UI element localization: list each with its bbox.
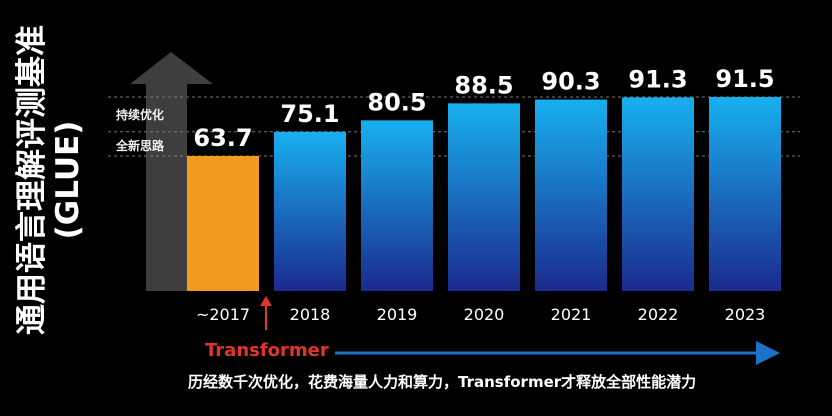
- bars: [187, 97, 781, 292]
- x-tick-label: 2019: [377, 305, 418, 324]
- value-label: 90.3: [541, 68, 600, 96]
- value-label: 91.5: [715, 65, 774, 93]
- bar-2022: [622, 97, 694, 291]
- bar-2019: [361, 120, 433, 291]
- y-axis-title-main: 通用语言理解评测基准: [14, 25, 50, 335]
- value-labels: 63.7 75.1 80.5 88.5 90.3 91.3 91.5: [193, 65, 774, 152]
- x-tick-label: 2021: [551, 305, 592, 324]
- y-axis-title: 通用语言理解评测基准 (GLUE): [14, 25, 86, 335]
- band-label-upper: 持续优化: [116, 108, 165, 122]
- x-tick-label: 2020: [464, 305, 505, 324]
- bar-2020: [448, 103, 520, 291]
- growth-arrow-icon: [130, 52, 213, 291]
- value-label: 80.5: [367, 88, 426, 116]
- x-tick-labels: ~2017 2018 2019 2020 2021 2022 2023: [196, 305, 765, 324]
- y-axis-title-sub: (GLUE): [50, 120, 86, 240]
- bar-2021: [535, 99, 607, 292]
- caption: 历经数千次优化，花费海量人力和算力，Transformer才释放全部性能潜力: [188, 373, 697, 391]
- value-label: 63.7: [193, 124, 252, 152]
- x-tick-label: ~2017: [196, 305, 250, 324]
- value-label: 91.3: [628, 65, 687, 93]
- x-tick-label: 2023: [725, 305, 766, 324]
- value-label: 75.1: [280, 100, 339, 128]
- transformer-marker-arrowhead-icon: [260, 296, 272, 306]
- x-tick-label: 2022: [638, 305, 679, 324]
- transformer-label: Transformer: [205, 340, 329, 361]
- x-tick-label: 2018: [290, 305, 331, 324]
- value-label: 88.5: [454, 71, 513, 99]
- bar-2023: [709, 97, 781, 292]
- bar-~2017: [187, 155, 259, 291]
- bar-2018: [274, 131, 346, 291]
- band-label-lower: 全新思路: [116, 139, 165, 153]
